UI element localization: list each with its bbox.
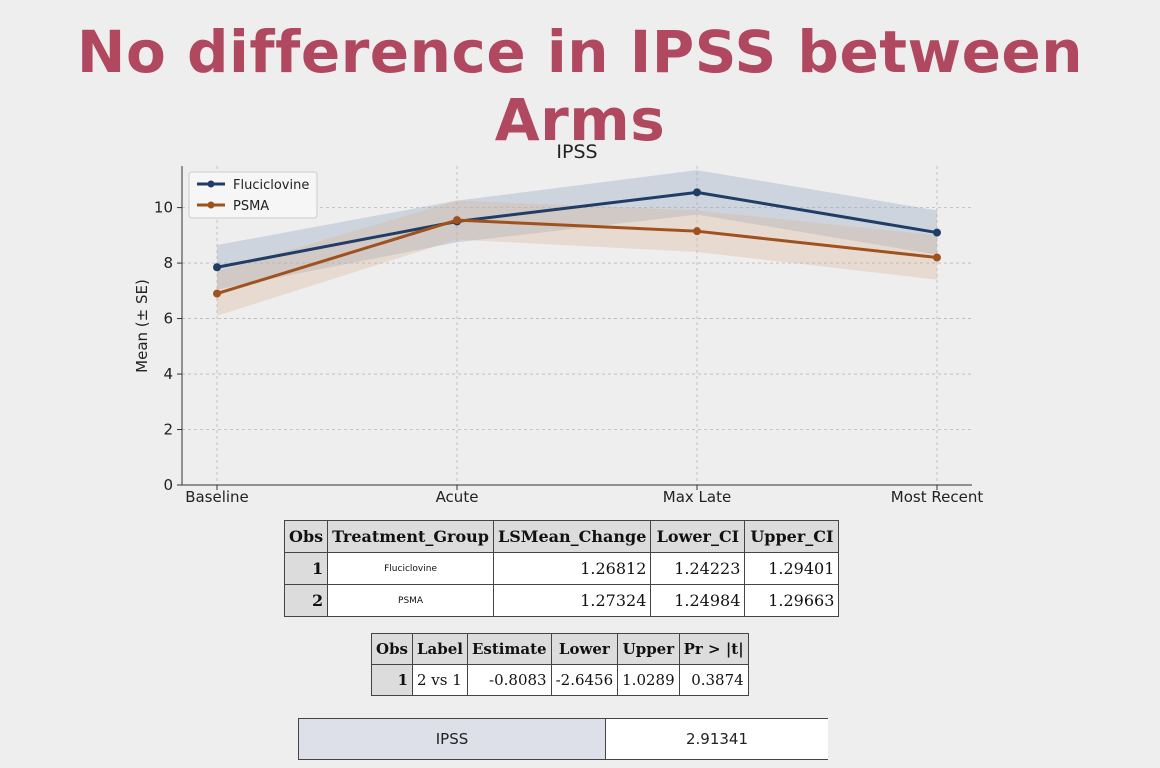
t1-header-obs: Obs: [283, 520, 329, 553]
x-tick-label: Most Recent: [891, 488, 984, 506]
t1-header-upper-ci: Upper_CI: [744, 520, 840, 553]
legend-marker: [207, 201, 215, 209]
t2-lower: -2.6456: [550, 664, 619, 696]
y-tick-label: 6: [163, 310, 173, 328]
legend-label: Fluciclovine: [233, 178, 309, 193]
t1-lsmean-change: 1.27324: [492, 584, 652, 617]
se-band-2: [217, 200, 937, 316]
data-point: [213, 263, 221, 272]
t1-header-lsmean-change: LSMean_Change: [492, 520, 652, 553]
plot-area: 0 2 4 6 8 10 Baseline Acute Max Late Most Recent F…: [154, 166, 983, 506]
y-tick-label: 10: [154, 199, 173, 217]
data-point: [693, 188, 701, 197]
t1-obs: 2: [283, 584, 329, 617]
table-row: 1 2 vs 1 -0.8083 -2.6456 1.0289 0.3874: [371, 664, 749, 696]
legend-label: PSMA: [233, 199, 269, 214]
t2-header-lower: Lower: [550, 633, 619, 665]
data-point: [693, 227, 701, 236]
chart-title: IPSS: [556, 141, 597, 163]
se-band-1: [217, 170, 937, 290]
y-tick-label: 2: [163, 421, 173, 439]
t2-header-estimate: Estimate: [467, 633, 552, 665]
t2-p-value: 0.3874: [678, 664, 749, 696]
t1-upper-ci: 1.29663: [744, 584, 840, 617]
t1-treatment-group: PSMA: [327, 584, 494, 617]
plot-background: [182, 166, 972, 485]
t2-header-obs: Obs: [371, 633, 413, 665]
y-tick-label: 8: [163, 254, 173, 272]
x-tick-label: Max Late: [663, 488, 731, 506]
t2-estimate: -0.8083: [467, 664, 552, 696]
ipss-line-chart: IPSS Mean (± SE) 0 2 4 6 8 10 Baseline Acute Max…: [133, 141, 983, 506]
t2-header-label: Label: [412, 633, 468, 665]
t2-label: 2 vs 1: [412, 664, 468, 696]
y-tick-label: 4: [163, 365, 173, 383]
table-row: IPSS 2.91341: [298, 718, 828, 760]
data-point: [933, 253, 941, 262]
x-tick-label: Baseline: [185, 488, 249, 506]
t1-header-treatment-group: Treatment_Group: [327, 520, 494, 553]
ipss-summary-label: IPSS: [298, 718, 606, 760]
t1-header-lower-ci: Lower_CI: [650, 520, 746, 553]
contrast-table: Obs Label Estimate Lower Upper Pr > |t| …: [371, 633, 749, 696]
data-point: [213, 289, 221, 298]
t2-header-upper: Upper: [617, 633, 680, 665]
t1-lsmean-change: 1.26812: [492, 552, 652, 585]
ipss-summary-table: IPSS 2.91341: [298, 718, 828, 760]
slide-title: No difference in IPSS between Arms: [76, 18, 1084, 154]
t1-upper-ci: 1.29401: [744, 552, 840, 585]
t2-header-p-value: Pr > |t|: [678, 633, 749, 665]
data-point: [453, 216, 461, 225]
t2-obs: 1: [371, 664, 413, 696]
table-row: 1 Fluciclovine 1.26812 1.24223 1.29401: [283, 552, 840, 585]
x-tick-label: Acute: [436, 488, 479, 506]
t1-obs: 1: [283, 552, 329, 585]
legend-marker: [207, 180, 215, 188]
t1-lower-ci: 1.24223: [650, 552, 746, 585]
t1-lower-ci: 1.24984: [650, 584, 746, 617]
series-line-1: [216, 190, 938, 269]
ipss-summary-value: 2.91341: [605, 718, 828, 760]
y-tick-label: 0: [163, 476, 173, 494]
data-point: [933, 228, 941, 237]
series-line-2: [216, 218, 938, 296]
t1-treatment-group: Fluciclovine: [327, 552, 494, 585]
table-row: 2 PSMA 1.27324 1.24984 1.29663: [283, 584, 840, 617]
y-axis-label: Mean (± SE): [133, 279, 151, 373]
lsmean-table: Obs Treatment_Group LSMean_Change Lower_…: [283, 520, 840, 617]
t2-upper: 1.0289: [617, 664, 680, 696]
